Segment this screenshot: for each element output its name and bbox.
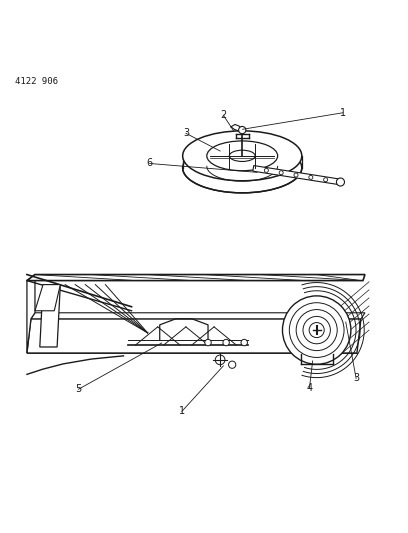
Text: 2: 2 [220, 110, 226, 120]
Polygon shape [31, 313, 365, 319]
Text: 4: 4 [306, 383, 313, 393]
Text: 5: 5 [75, 384, 82, 394]
Circle shape [303, 317, 330, 344]
Circle shape [228, 361, 236, 368]
Ellipse shape [183, 131, 302, 181]
Polygon shape [35, 285, 60, 311]
Circle shape [337, 178, 344, 186]
Circle shape [264, 168, 268, 172]
Circle shape [289, 303, 344, 358]
Ellipse shape [207, 141, 278, 171]
Circle shape [239, 126, 246, 134]
Text: 6: 6 [146, 158, 153, 168]
Circle shape [241, 340, 248, 346]
Polygon shape [27, 274, 365, 280]
Circle shape [324, 177, 328, 182]
Ellipse shape [229, 150, 255, 161]
Polygon shape [40, 285, 60, 347]
Circle shape [205, 340, 211, 346]
Circle shape [309, 322, 324, 337]
Circle shape [223, 340, 229, 346]
Circle shape [215, 355, 225, 365]
Ellipse shape [183, 143, 302, 193]
Polygon shape [253, 166, 341, 185]
Circle shape [282, 296, 351, 364]
Circle shape [294, 173, 298, 177]
Polygon shape [27, 319, 361, 353]
Text: 3: 3 [183, 128, 189, 138]
Text: 1: 1 [179, 406, 185, 416]
Circle shape [279, 171, 283, 175]
Text: 3: 3 [353, 374, 359, 383]
Text: 1: 1 [340, 108, 346, 118]
Text: 4122 906: 4122 906 [15, 77, 58, 85]
Circle shape [296, 310, 337, 351]
Circle shape [309, 175, 313, 180]
Polygon shape [27, 274, 35, 353]
